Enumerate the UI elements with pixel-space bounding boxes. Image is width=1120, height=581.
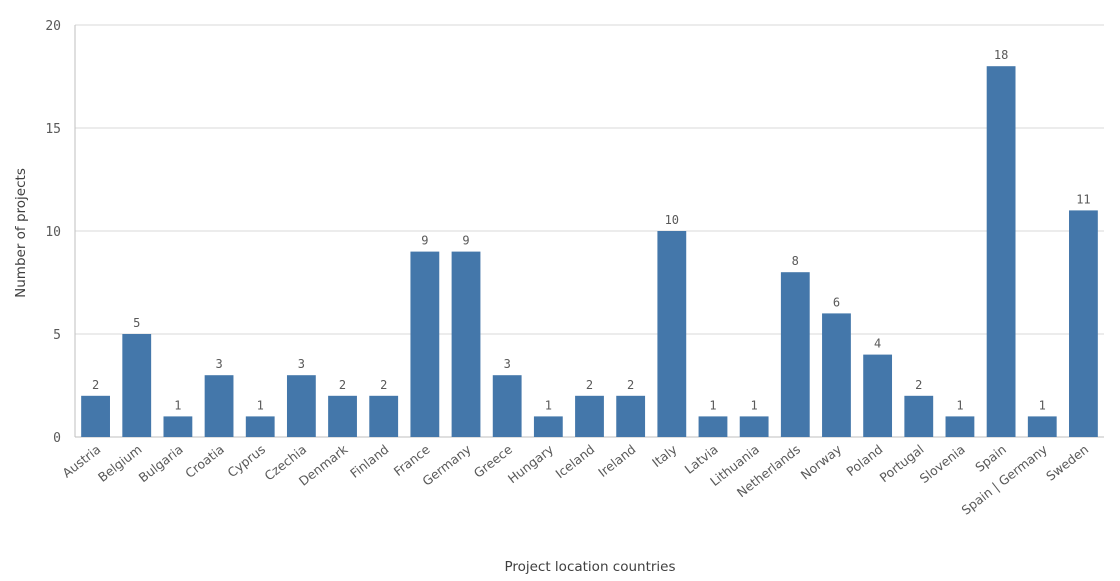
- bar[interactable]: [1069, 210, 1098, 437]
- bar[interactable]: [616, 395, 646, 437]
- bar[interactable]: [533, 416, 563, 437]
- x-tick-label: Belgium: [95, 442, 145, 485]
- bar[interactable]: [163, 416, 193, 437]
- data-label: 1: [751, 398, 758, 412]
- data-label: 3: [298, 357, 305, 371]
- bar[interactable]: [698, 416, 728, 437]
- data-label: 6: [833, 295, 840, 309]
- bar[interactable]: [451, 251, 481, 437]
- bar[interactable]: [575, 395, 604, 437]
- data-label: 3: [504, 357, 511, 371]
- x-tick-label: Bulgaria: [136, 442, 186, 486]
- y-tick-label: 0: [53, 431, 61, 446]
- data-label: 4: [874, 337, 881, 351]
- x-tick-label: Finland: [347, 442, 391, 481]
- x-tick-label: Italy: [649, 441, 680, 470]
- x-tick-label: Ireland: [595, 442, 638, 480]
- y-tick-label: 15: [45, 122, 61, 137]
- bar[interactable]: [822, 313, 851, 437]
- x-tick-label: Sweden: [1043, 442, 1091, 484]
- bar[interactable]: [863, 354, 893, 437]
- x-tick-label: Hungary: [505, 441, 557, 486]
- y-tick-label: 10: [45, 225, 61, 240]
- data-label: 2: [627, 378, 634, 392]
- data-label: 2: [915, 378, 922, 392]
- bar[interactable]: [286, 375, 316, 437]
- data-label: 10: [665, 213, 679, 227]
- data-label: 1: [174, 398, 181, 412]
- x-tick-label: Croatia: [182, 442, 227, 481]
- category-labels: AustriaBelgiumBulgariaCroatiaCyprusCzech…: [59, 441, 1091, 518]
- bar[interactable]: [780, 272, 810, 437]
- bar[interactable]: [986, 66, 1016, 437]
- data-label: 9: [462, 234, 469, 248]
- bar[interactable]: [81, 395, 110, 437]
- data-label: 1: [257, 398, 264, 412]
- bar[interactable]: [1027, 416, 1057, 437]
- x-tick-label: Cyprus: [224, 442, 268, 481]
- bar[interactable]: [492, 375, 522, 437]
- bar[interactable]: [904, 395, 934, 437]
- data-label: 1: [545, 398, 552, 412]
- data-label: 1: [1039, 398, 1046, 412]
- x-axis-title: Project location countries: [504, 559, 675, 575]
- data-label: 8: [792, 254, 799, 268]
- data-label: 2: [92, 378, 99, 392]
- data-label: 9: [421, 234, 428, 248]
- bar[interactable]: [122, 334, 152, 437]
- x-tick-label: Slovenia: [917, 442, 968, 487]
- bar[interactable]: [369, 395, 399, 437]
- bar[interactable]: [328, 395, 357, 437]
- data-label: 2: [339, 378, 346, 392]
- data-label: 18: [994, 48, 1008, 62]
- bar[interactable]: [739, 416, 769, 437]
- bar[interactable]: [245, 416, 275, 437]
- bars: [81, 66, 1098, 437]
- y-axis-ticks: 0 5 10 15 20: [45, 19, 61, 446]
- bar[interactable]: [657, 231, 687, 437]
- bar[interactable]: [204, 375, 234, 437]
- data-label: 1: [956, 398, 963, 412]
- bar[interactable]: [945, 416, 975, 437]
- bar[interactable]: [410, 251, 440, 437]
- grid-lines: [75, 24, 1104, 335]
- data-label: 2: [586, 378, 593, 392]
- data-label: 3: [215, 357, 222, 371]
- y-tick-label: 20: [45, 19, 61, 34]
- y-axis-title: Number of projects: [13, 168, 29, 298]
- x-tick-label: Iceland: [552, 442, 597, 482]
- data-label: 1: [709, 398, 716, 412]
- data-label: 2: [380, 378, 387, 392]
- x-tick-label: Norway: [798, 441, 845, 482]
- y-tick-label: 5: [53, 328, 61, 343]
- data-label: 5: [133, 316, 140, 330]
- data-label: 11: [1076, 192, 1090, 206]
